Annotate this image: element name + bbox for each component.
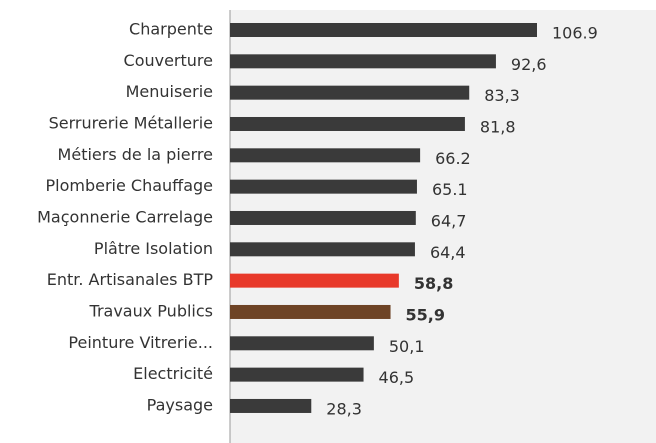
value-label: 55,9 bbox=[406, 305, 445, 324]
category-label: Electricité bbox=[133, 364, 213, 383]
value-label: 50,1 bbox=[389, 337, 425, 356]
category-label: Charpente bbox=[129, 20, 213, 39]
category-label: Métiers de la pierre bbox=[58, 145, 213, 164]
category-label: Menuiserie bbox=[126, 82, 213, 101]
bar bbox=[230, 242, 415, 257]
value-label: 58,8 bbox=[414, 274, 453, 293]
bar bbox=[230, 336, 374, 351]
bar bbox=[230, 367, 364, 382]
value-label: 65.1 bbox=[432, 180, 468, 199]
bar bbox=[230, 273, 399, 288]
bar bbox=[230, 304, 391, 319]
category-label: Peinture Vitrerie... bbox=[68, 333, 213, 352]
bar bbox=[230, 210, 416, 225]
category-label: Maçonnerie Carrelage bbox=[37, 207, 213, 226]
value-label: 66.2 bbox=[435, 149, 471, 168]
value-label: 92,6 bbox=[511, 55, 547, 74]
bar bbox=[230, 148, 421, 163]
category-label: Couverture bbox=[124, 51, 213, 70]
value-label: 64,7 bbox=[431, 211, 467, 230]
bar bbox=[230, 85, 470, 100]
value-label: 64,4 bbox=[430, 243, 466, 262]
value-label: 28,3 bbox=[326, 399, 362, 418]
value-label: 83,3 bbox=[484, 86, 520, 105]
bar bbox=[230, 23, 537, 37]
category-label: Travaux Publics bbox=[89, 301, 213, 320]
value-label: 106.9 bbox=[552, 24, 598, 43]
bar bbox=[230, 54, 496, 69]
value-label: 46,5 bbox=[379, 368, 415, 387]
category-label: Plâtre Isolation bbox=[94, 239, 213, 258]
category-label: Serrurerie Métallerie bbox=[49, 113, 213, 132]
bar bbox=[230, 398, 312, 413]
value-label: 81,8 bbox=[480, 117, 516, 136]
category-label: Entr. Artisanales BTP bbox=[47, 270, 214, 289]
bar bbox=[230, 179, 417, 194]
bar bbox=[230, 116, 465, 131]
category-label: Plomberie Chauffage bbox=[45, 176, 213, 195]
category-label: Paysage bbox=[147, 395, 213, 414]
